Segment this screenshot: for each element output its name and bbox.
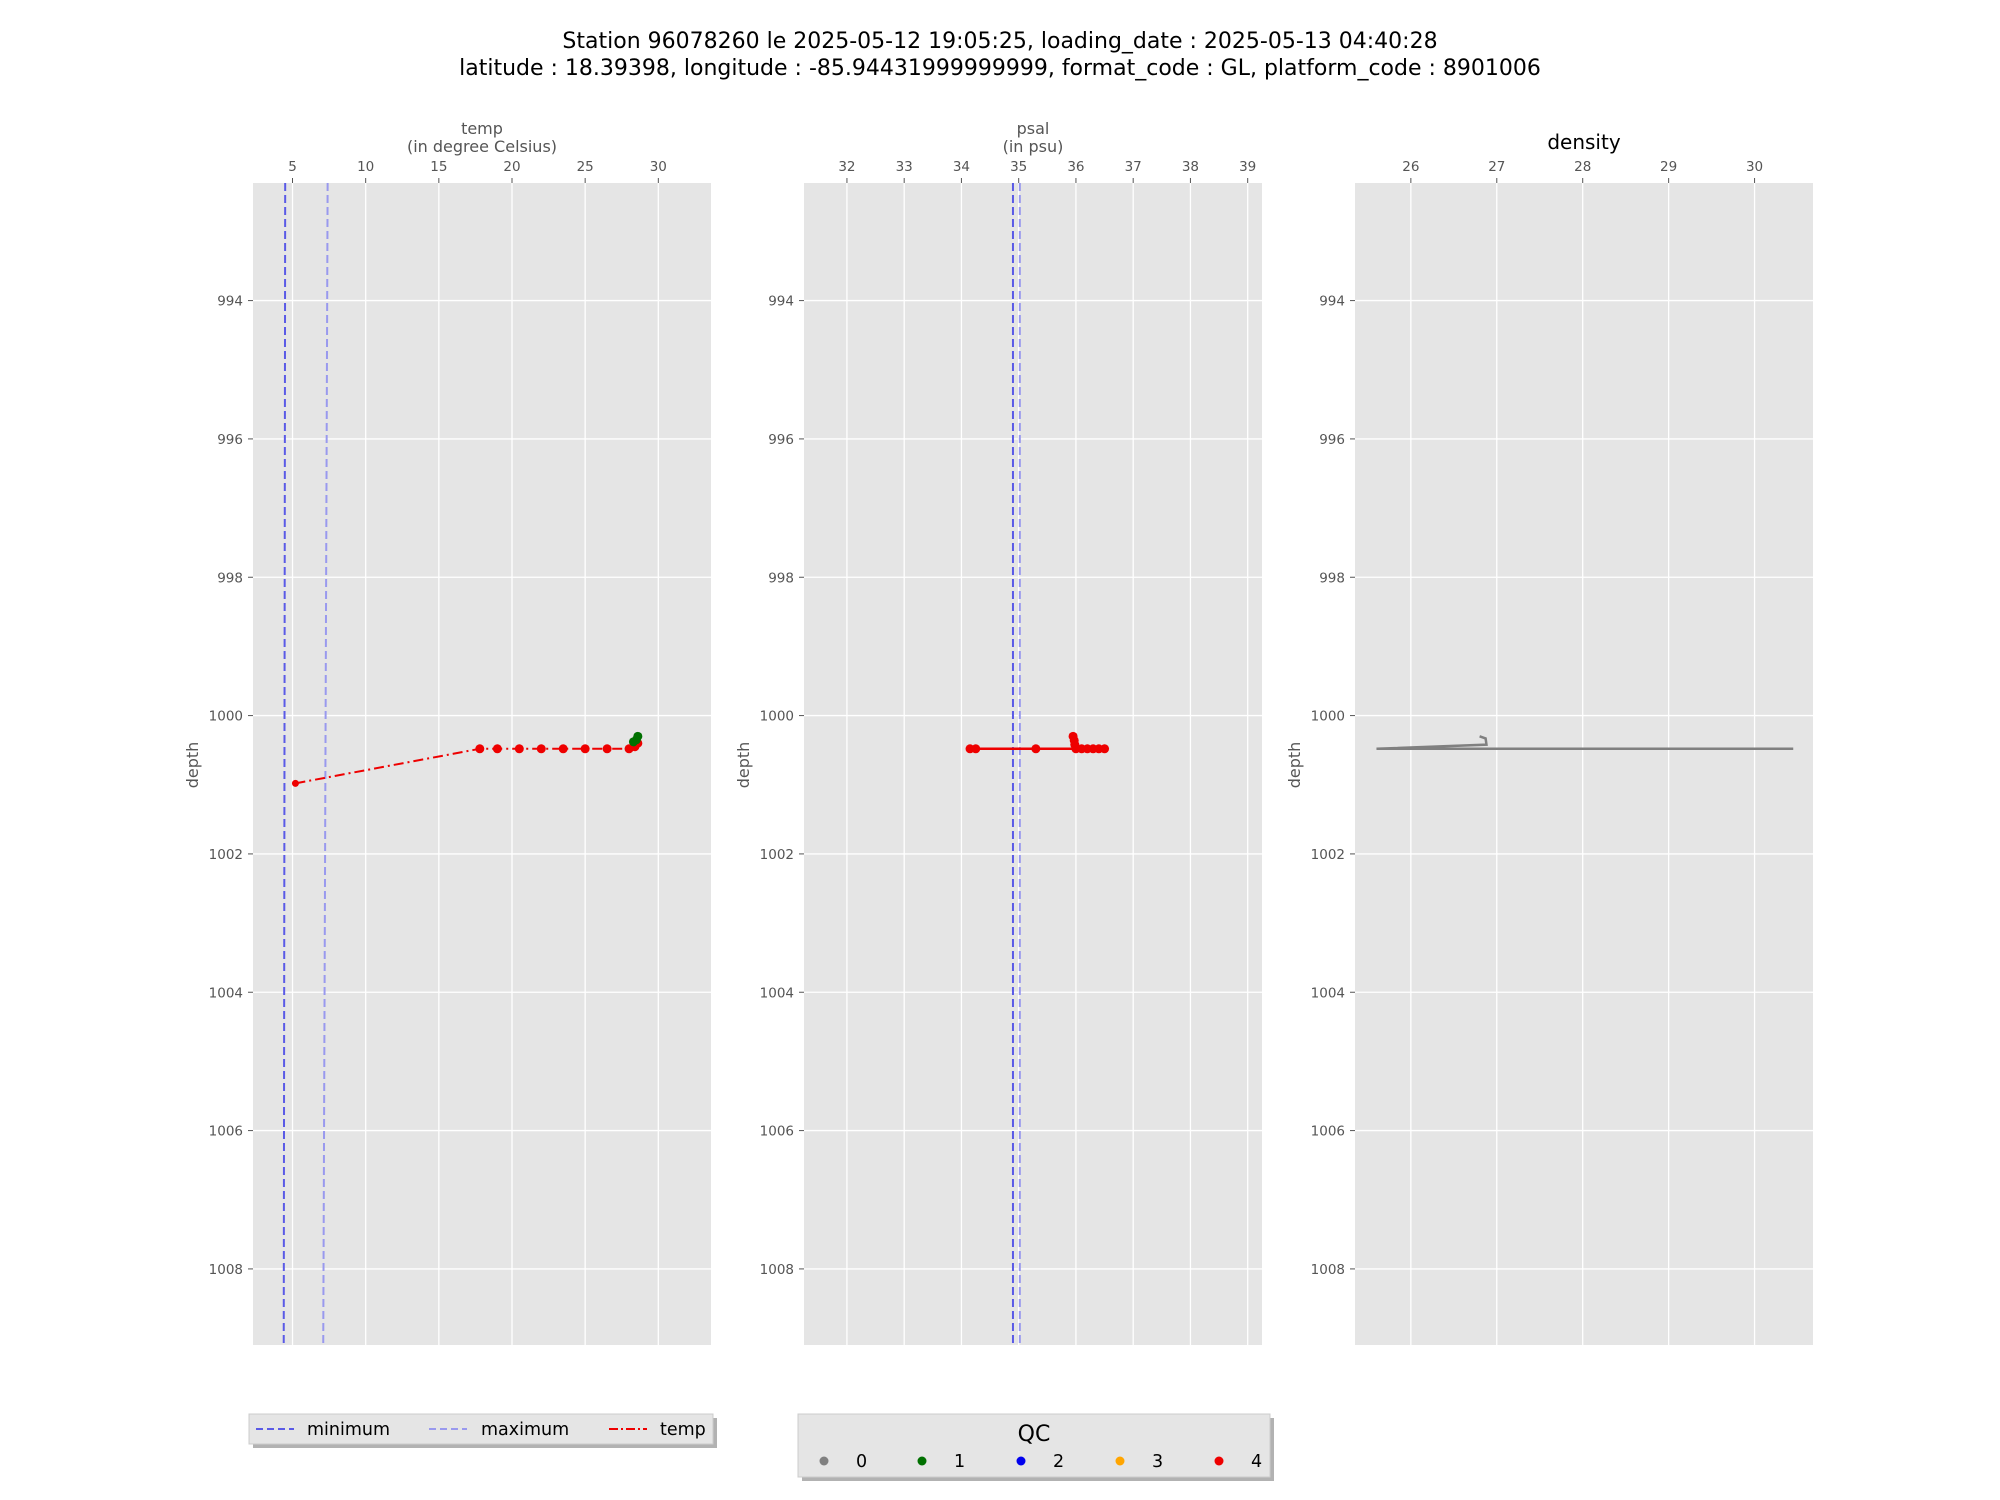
qc-legend-marker-1 <box>917 1456 927 1466</box>
psal-ytick-label-1000: 1000 <box>760 709 794 725</box>
density-ytick-label-996: 996 <box>1319 432 1345 448</box>
temp-point-1 <box>475 744 485 754</box>
temp-axis-label: temp <box>461 119 503 138</box>
psal-xtick-label-32: 32 <box>838 159 855 175</box>
qc-legend-box <box>797 1413 1271 1478</box>
psal-ytick-label-998: 998 <box>768 570 794 586</box>
psal-point-11 <box>1100 744 1110 754</box>
temp-xtick-label-15: 15 <box>430 159 447 175</box>
psal-depth-label: depth <box>734 742 753 789</box>
temp-point-4 <box>536 744 546 754</box>
psal-xtick-label-35: 35 <box>1010 159 1027 175</box>
qc-legend-title: QC <box>1018 1422 1051 1447</box>
psal-ytick-label-1008: 1008 <box>760 1262 794 1278</box>
psal-ytick-label-1006: 1006 <box>760 1124 794 1140</box>
qc-legend-label-0: 0 <box>856 1452 867 1472</box>
temp-point-3 <box>514 744 524 754</box>
legend-minimum-label: minimum <box>307 1420 390 1440</box>
psal-axis-label: psal <box>1017 119 1050 138</box>
temp-xtick-label-30: 30 <box>650 159 667 175</box>
qc-legend-label-2: 2 <box>1053 1452 1064 1472</box>
temp-ytick-label-996: 996 <box>217 432 243 448</box>
density-ytick-label-1002: 1002 <box>1311 847 1345 863</box>
density-xtick-label-26: 26 <box>1402 159 1419 175</box>
legend-maximum-label: maximum <box>481 1420 569 1440</box>
psal-ytick-label-1002: 1002 <box>760 847 794 863</box>
temp-point-6 <box>580 744 590 754</box>
psal-ytick-label-996: 996 <box>768 432 794 448</box>
temp-xtick-label-25: 25 <box>577 159 594 175</box>
qc-legend-label-4: 4 <box>1251 1452 1262 1472</box>
psal-xtick-label-37: 37 <box>1125 159 1142 175</box>
temp-ytick-label-998: 998 <box>217 570 243 586</box>
temp-ytick-label-1004: 1004 <box>209 985 243 1001</box>
qc-legend-marker-2 <box>1016 1456 1026 1466</box>
temp-plot-area <box>253 183 711 1345</box>
psal-xtick-label-38: 38 <box>1182 159 1199 175</box>
density-ytick-label-1008: 1008 <box>1311 1262 1345 1278</box>
psal-xtick-label-39: 39 <box>1239 159 1256 175</box>
psal-point-2 <box>1031 744 1041 754</box>
psal-panel: psal (in psu) depth 32 33 34 35 36 37 38 39 994 9… <box>734 119 1262 1345</box>
line-legend: minimum maximum temp <box>248 1413 717 1448</box>
temp-depth-label: depth <box>183 742 202 789</box>
qc-legend-label-1: 1 <box>954 1452 965 1472</box>
temp-ytick-label-1008: 1008 <box>209 1262 243 1278</box>
density-ytick-label-1004: 1004 <box>1311 985 1345 1001</box>
density-title: density <box>1547 130 1620 154</box>
temp-panel: temp (in degree Celsius) depth 5 10 15 20 25… <box>183 119 711 1346</box>
temp-xtick-label-20: 20 <box>503 159 520 175</box>
psal-plot-area <box>804 183 1262 1345</box>
temp-ytick-label-1006: 1006 <box>209 1124 243 1140</box>
legend-temp-label: temp <box>660 1420 706 1440</box>
temp-ytick-label-1000: 1000 <box>209 709 243 725</box>
temp-axis-unit: (in degree Celsius) <box>407 137 557 156</box>
density-ytick-label-1006: 1006 <box>1311 1124 1345 1140</box>
psal-xtick-label-36: 36 <box>1067 159 1084 175</box>
psal-point-1 <box>971 744 981 754</box>
temp-maximum-line <box>322 182 329 1346</box>
density-xtick-label-29: 29 <box>1660 159 1677 175</box>
temp-ytick-label-994: 994 <box>217 294 243 310</box>
temp-point-5 <box>558 744 568 754</box>
density-ytick-label-994: 994 <box>1319 294 1345 310</box>
density-xtick-label-30: 30 <box>1746 159 1763 175</box>
line-legend-box <box>248 1413 714 1445</box>
density-xtick-label-27: 27 <box>1488 159 1505 175</box>
qc-legend-marker-0 <box>819 1456 829 1466</box>
psal-xtick-label-34: 34 <box>953 159 970 175</box>
qc-legend-marker-4 <box>1214 1456 1224 1466</box>
psal-axis-unit: (in psu) <box>1003 137 1064 156</box>
temp-point-0 <box>291 779 299 787</box>
density-ytick-label-1000: 1000 <box>1311 709 1345 725</box>
temp-point-2 <box>492 744 502 754</box>
qc-legend-marker-3 <box>1115 1456 1125 1466</box>
temp-xtick-label-10: 10 <box>357 159 374 175</box>
temp-ytick-label-1002: 1002 <box>209 847 243 863</box>
psal-ytick-label-1004: 1004 <box>760 985 794 1001</box>
qc-legend-label-3: 3 <box>1152 1452 1163 1472</box>
qc-legend: QC 0 1 2 3 4 <box>797 1413 1274 1481</box>
density-depth-label: depth <box>1285 742 1304 789</box>
density-plot-area <box>1355 183 1813 1345</box>
temp-xtick-label-5: 5 <box>288 159 297 175</box>
density-ytick-label-998: 998 <box>1319 570 1345 586</box>
temp-point-7 <box>602 744 612 754</box>
figure-title-line2: latitude : 18.39398, longitude : -85.944… <box>459 56 1541 81</box>
temp-point-13 <box>633 731 643 741</box>
figure-title-line1: Station 96078260 le 2025-05-12 19:05:25,… <box>562 29 1437 54</box>
temp-minimum-line <box>282 182 287 1346</box>
density-series-line <box>1376 735 1794 751</box>
psal-ytick-label-994: 994 <box>768 294 794 310</box>
density-xtick-label-28: 28 <box>1574 159 1591 175</box>
density-panel: density depth 26 27 28 29 30 994 996 998 1000 100… <box>1285 130 1813 1345</box>
psal-xtick-label-33: 33 <box>896 159 913 175</box>
